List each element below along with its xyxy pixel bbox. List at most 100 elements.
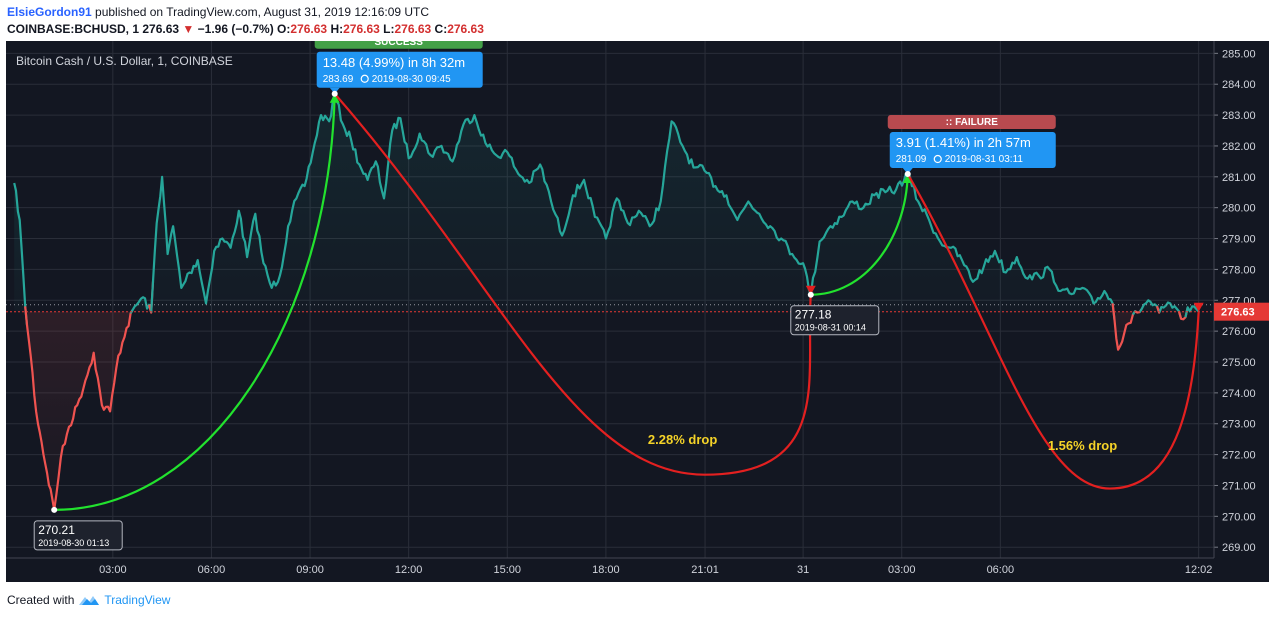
area-fill-segment xyxy=(151,93,1115,320)
down-arrow-icon: ▼ xyxy=(182,22,195,36)
y-tick-label: 279.00 xyxy=(1222,234,1256,246)
high-label: H: xyxy=(330,22,344,36)
area-fill-segment xyxy=(25,306,133,510)
footer: Created with TradingView xyxy=(7,593,170,607)
publish-info: ElsieGordon91 published on TradingView.c… xyxy=(7,5,429,19)
high-marker-box xyxy=(316,51,483,88)
low-label: L: xyxy=(383,22,395,36)
y-tick-label: 280.00 xyxy=(1222,203,1256,215)
x-tick-label: 09:00 xyxy=(296,564,324,576)
low-marker-time: 2019-08-30 01:13 xyxy=(38,538,109,548)
low-marker-dot xyxy=(807,291,814,298)
area-fill-segment xyxy=(1139,300,1160,313)
price-line-segment xyxy=(13,182,29,326)
high-marker-move: 13.48 (4.99%) in 8h 32m xyxy=(323,55,465,70)
last-price: 276.63 xyxy=(142,22,180,36)
price-line xyxy=(13,92,1200,511)
last-price-tag xyxy=(1214,302,1269,321)
price-line-segment xyxy=(24,306,134,511)
arc-arrowhead xyxy=(902,174,913,184)
high-marker-time: 2019-08-31 03:11 xyxy=(945,154,1024,165)
trade-result-label: SUCCESS xyxy=(375,41,424,48)
clock-icon xyxy=(360,74,369,83)
y-tick-label: 282.00 xyxy=(1222,141,1256,153)
symbol-info: COINBASE:BCHUSD, 1 276.63 ▼ −1.96 (−0.7%… xyxy=(7,22,484,36)
created-with-text: Created with xyxy=(7,593,75,607)
low-value: 276.63 xyxy=(394,22,432,36)
price-change: −1.96 (−0.7%) xyxy=(197,22,274,36)
x-tick-label: 06:00 xyxy=(198,564,226,576)
y-tick-label: 269.00 xyxy=(1222,542,1256,554)
trade-result-banner xyxy=(887,115,1056,130)
published-text: published on TradingView.com, August 31,… xyxy=(91,5,430,19)
high-marker-time: 2019-08-30 09:45 xyxy=(372,74,451,85)
x-tick-label: 12:02 xyxy=(1185,564,1213,576)
y-tick-label: 276.00 xyxy=(1222,326,1256,338)
area-fill-segment xyxy=(1159,302,1182,319)
y-tick-label: 272.00 xyxy=(1222,450,1256,462)
price-line-segment xyxy=(129,296,153,314)
price-line-segment xyxy=(150,92,1116,320)
trade-result-label: :: FAILURE xyxy=(946,117,999,128)
drop-label: 2.28% drop xyxy=(648,432,717,447)
low-marker-price: 270.21 xyxy=(38,523,75,537)
chart-area[interactable]: 2.28% drop 1.56% drop 270.21 2019-08-30 01:… xyxy=(6,34,1269,582)
projection-arcs xyxy=(54,93,1204,511)
y-tick-label: 275.00 xyxy=(1222,357,1256,369)
symbol-name: COINBASE:BCHUSD, 1 xyxy=(7,22,140,36)
low-marker-price: 277.18 xyxy=(795,308,832,322)
projection-arc xyxy=(810,173,909,296)
price-line-segment xyxy=(1138,299,1161,313)
open-value: 276.63 xyxy=(290,22,328,36)
arc-arrowhead xyxy=(329,93,340,103)
tradingview-brand-link[interactable]: TradingView xyxy=(104,593,171,607)
y-tick-label: 285.00 xyxy=(1222,48,1256,60)
close-value: 276.63 xyxy=(447,22,484,36)
y-tick-label: 281.00 xyxy=(1222,172,1256,184)
high-marker-box xyxy=(889,132,1056,169)
low-marker-box xyxy=(33,520,123,551)
y-tick-label: 270.00 xyxy=(1222,511,1256,523)
y-tick-label: 273.00 xyxy=(1222,419,1256,431)
projection-arc xyxy=(906,173,1200,490)
x-tick-label: 31 xyxy=(797,564,809,576)
tradingview-logo-icon xyxy=(79,596,100,605)
x-tick-label: 18:00 xyxy=(592,564,620,576)
axes: 269.00 270.00 271.00 272.00 273.00 274.00 275.… xyxy=(6,41,1269,576)
high-marker-pointer xyxy=(902,168,913,175)
y-tick-label: 283.00 xyxy=(1222,110,1256,122)
area-fill-segment xyxy=(130,297,152,314)
reference-lines xyxy=(6,304,1214,313)
low-marker-time: 2019-08-31 00:14 xyxy=(795,323,866,333)
drop-label: 1.56% drop xyxy=(1048,438,1117,453)
price-line-segment xyxy=(1158,301,1183,320)
high-marker-price: 283.69 xyxy=(323,74,354,85)
y-tick-label: 274.00 xyxy=(1222,388,1256,400)
clock-icon xyxy=(933,154,942,164)
open-label: O: xyxy=(277,22,291,36)
arc-arrowhead xyxy=(1193,302,1204,312)
x-tick-label: 03:00 xyxy=(888,564,916,576)
x-tick-label: 15:00 xyxy=(494,564,522,576)
y-tick-label: 278.00 xyxy=(1222,264,1256,276)
projection-arc xyxy=(333,93,812,476)
x-tick-label: 21:01 xyxy=(691,564,719,576)
author-link[interactable]: ElsieGordon91 xyxy=(7,5,92,19)
arc-arrowhead xyxy=(805,285,816,295)
high-value: 276.63 xyxy=(343,22,380,36)
price-line-segment xyxy=(1184,305,1200,318)
chart-title: Bitcoin Cash / U.S. Dollar, 1, COINBASE xyxy=(16,54,233,68)
x-tick-label: 03:00 xyxy=(99,564,127,576)
y-tick-label: 271.00 xyxy=(1222,480,1256,492)
last-price-tag-label: 276.63 xyxy=(1221,307,1255,319)
projection-arc xyxy=(54,93,336,511)
high-marker-dot xyxy=(904,171,911,178)
low-marker-box xyxy=(790,305,880,336)
high-marker-price: 281.09 xyxy=(896,154,927,165)
x-tick-label: 06:00 xyxy=(987,564,1015,576)
y-tick-label: 284.00 xyxy=(1222,79,1256,91)
price-line-segment xyxy=(1111,303,1137,351)
close-label: C: xyxy=(434,22,448,36)
